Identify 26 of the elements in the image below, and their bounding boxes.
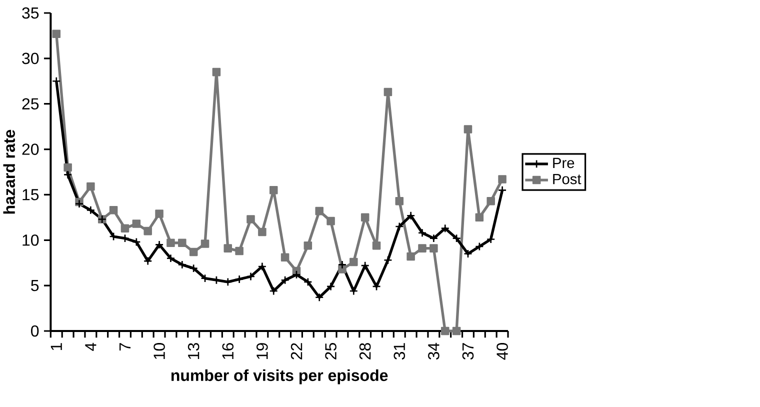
y-tick-label: 5	[31, 280, 39, 292]
x-tick-label: 40	[496, 342, 508, 360]
legend-label: Pre	[553, 158, 574, 168]
y-tick-label: 30	[22, 52, 39, 64]
y-tick-label: 25	[22, 98, 39, 110]
x-tick-label: 34	[428, 342, 440, 360]
x-axis-title: number of visits per episode	[171, 369, 388, 384]
x-tick-label: 10	[154, 342, 165, 359]
x-tick-label: 19	[256, 343, 268, 359]
x-tick-label: 4	[85, 342, 96, 351]
x-tick-label: 22	[290, 343, 302, 360]
x-tick-label: 16	[222, 343, 234, 359]
y-tick-label: 35	[22, 7, 39, 19]
x-tick-label: 28	[359, 343, 371, 360]
x-tick-label: 25	[325, 343, 336, 360]
y-tick-label: 0	[31, 325, 39, 337]
y-tick-label: 10	[22, 234, 39, 246]
x-tick-label: 1	[50, 343, 62, 350]
legend-label: Post	[553, 174, 582, 184]
y-axis-title: hazard rate	[3, 130, 15, 214]
x-tick-label: 13	[188, 343, 200, 359]
x-tick-label: 37	[462, 343, 474, 360]
x-tick-label: 7	[119, 343, 130, 350]
y-tick-label: 15	[22, 189, 39, 200]
x-tick-label: 31	[394, 343, 406, 360]
y-tick-label: 20	[22, 144, 39, 155]
